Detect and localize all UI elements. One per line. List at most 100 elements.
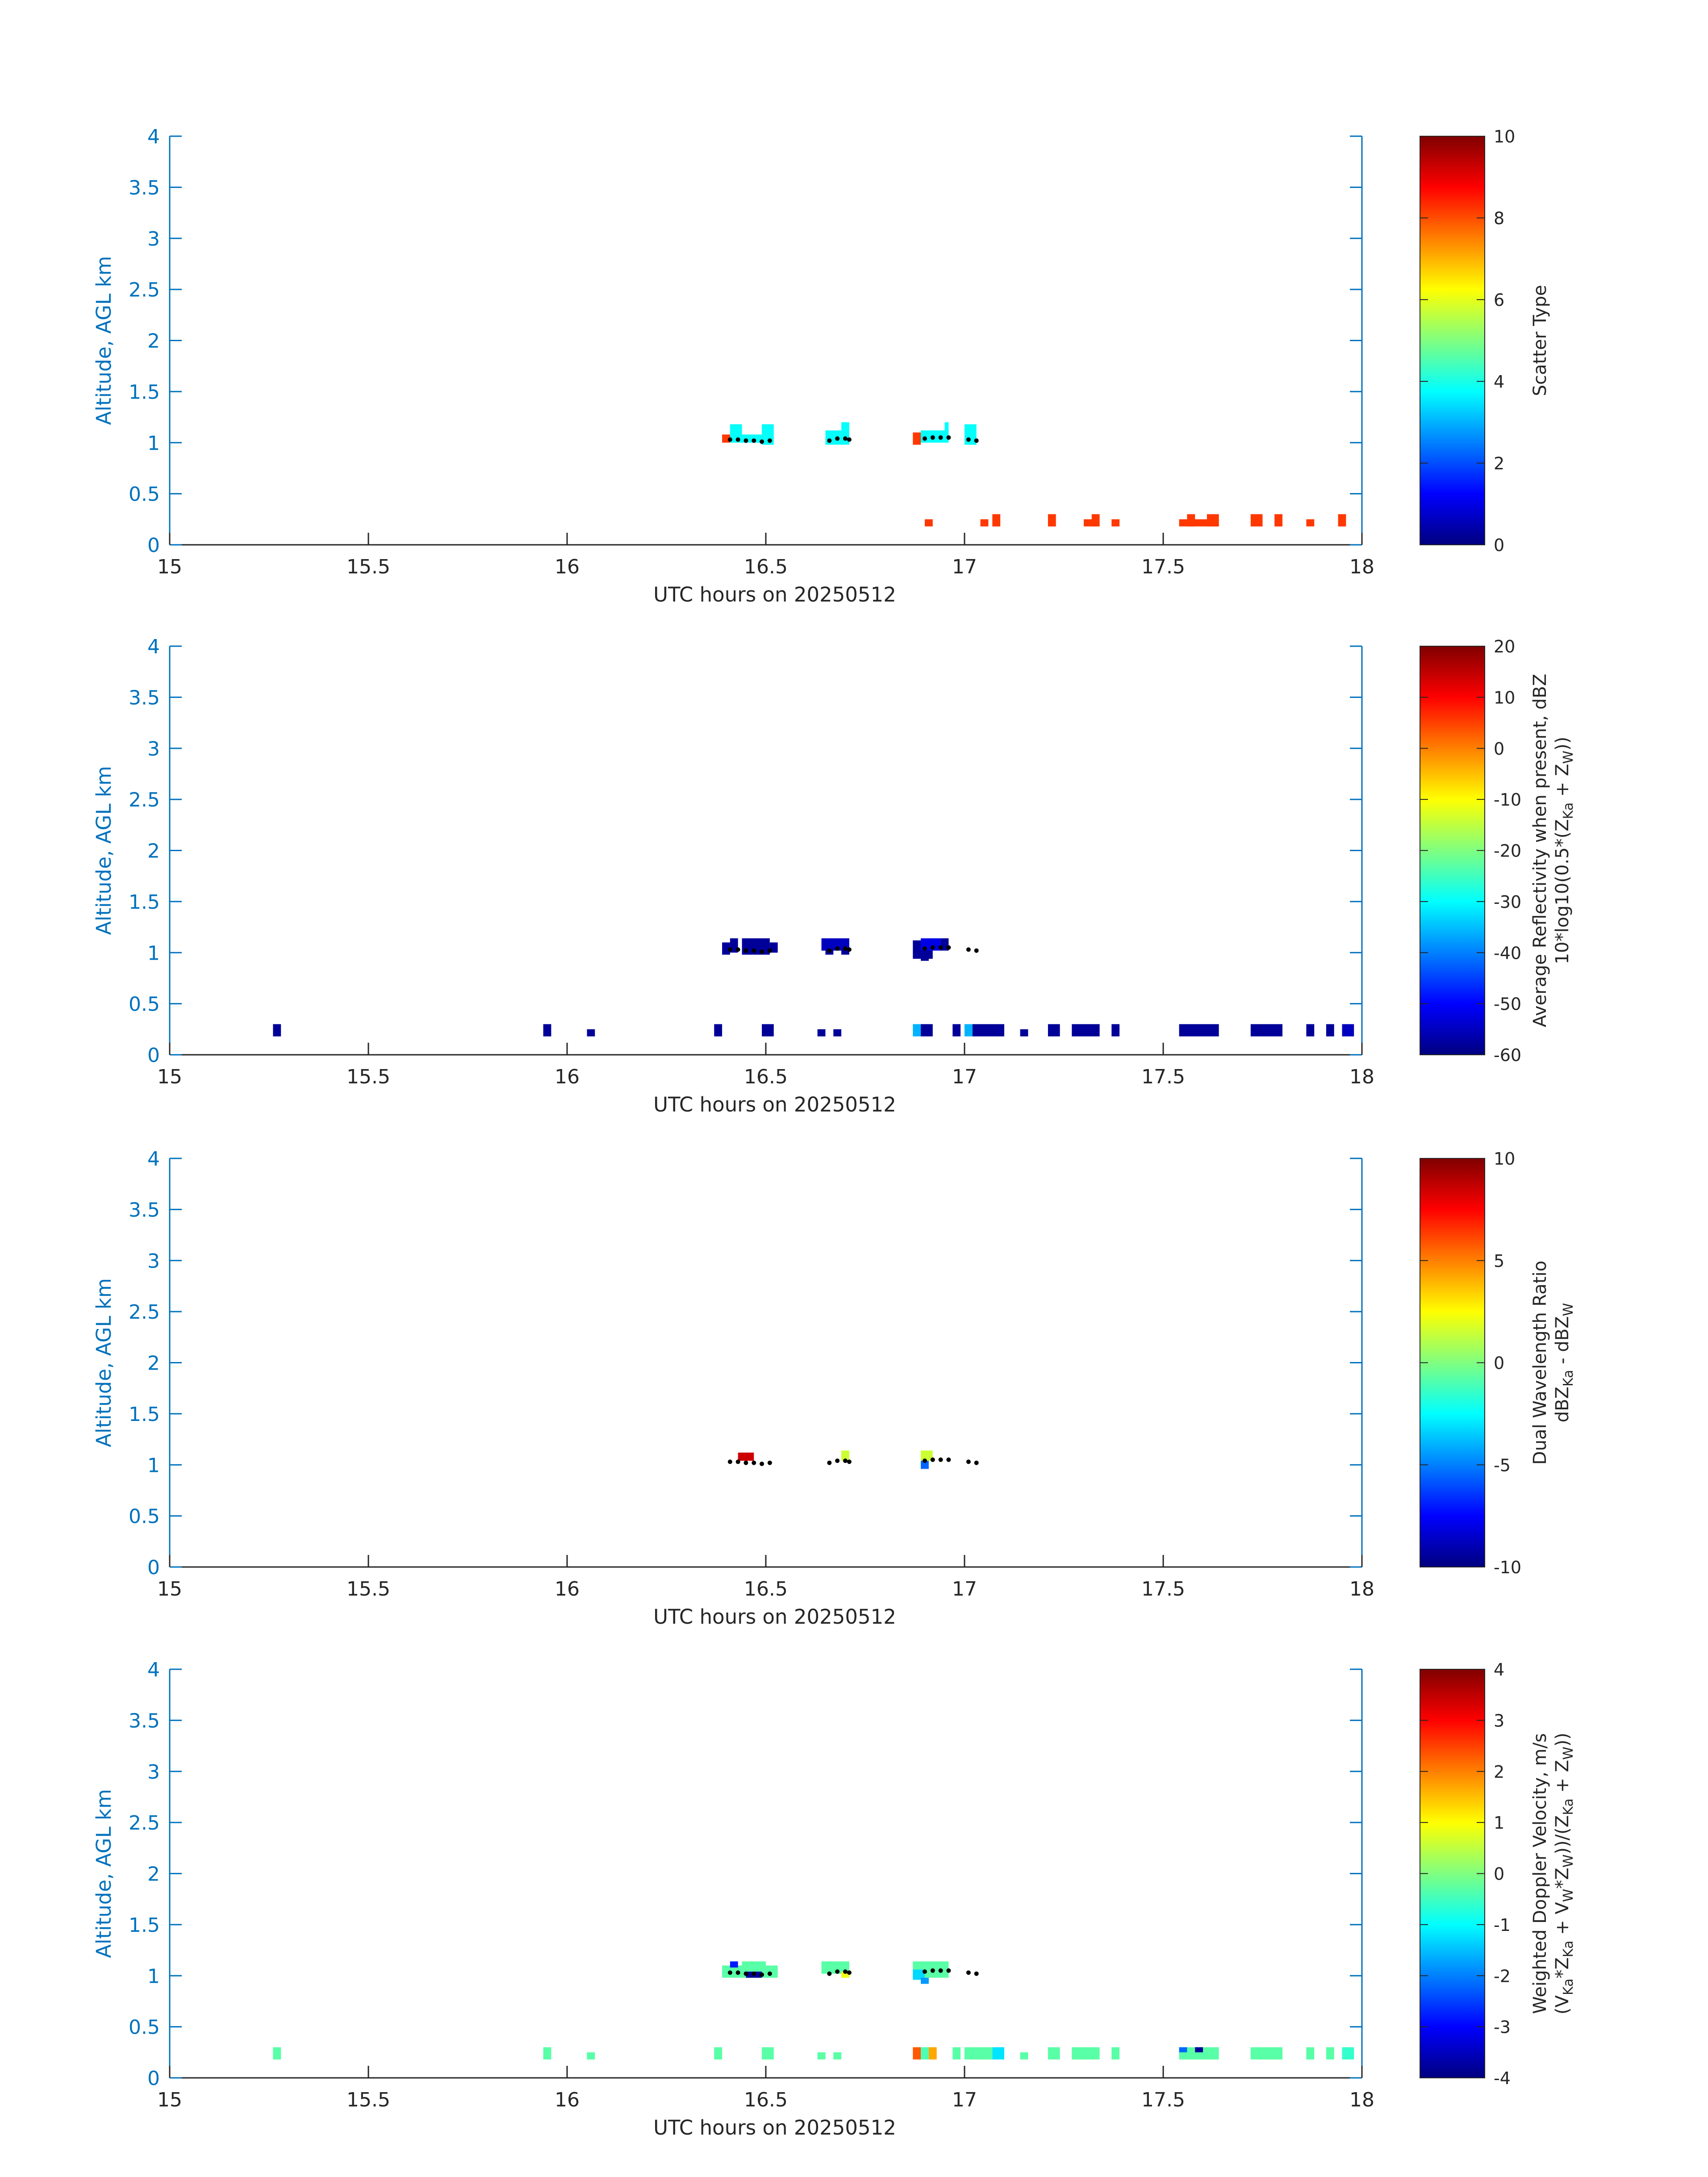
marker-point	[743, 1971, 748, 1976]
colorbar-label-formula: dBZKa - dBZW	[1552, 1303, 1576, 1423]
marker-point	[760, 1972, 764, 1977]
colorbar-tick-label: -30	[1494, 892, 1521, 912]
y-tick-label: 2.5	[129, 789, 160, 811]
x-tick-label: 17	[952, 1578, 977, 1600]
x-tick-label: 17.5	[1141, 2089, 1185, 2111]
colorbar-label-part: dBZ	[1552, 1387, 1573, 1422]
colorbar	[1420, 646, 1485, 1055]
colorbar-label-subscript: Ka	[1561, 1978, 1576, 1995]
colorbar-tick-label: -10	[1494, 790, 1521, 810]
x-tick-label: 16.5	[744, 1578, 788, 1600]
panel-1: 0 0.5 1 1.5 2 2.5 3 3.5 4 15 15.5 16 16.5 17 17.5 18 UTC…	[92, 125, 1550, 606]
y-tick-label: 2	[147, 1863, 160, 1886]
y-tick-label: 2.5	[129, 279, 160, 301]
heatmap-cell	[714, 1024, 722, 1036]
y-tick-label: 1.5	[129, 381, 160, 404]
marker-point	[760, 439, 764, 444]
marker-point	[974, 948, 979, 953]
y-tick-label: 3.5	[129, 176, 160, 199]
heatmap-cell	[273, 2047, 281, 2060]
marker-point	[923, 946, 927, 951]
heatmap-cell	[992, 2047, 1004, 2060]
y-tick-label: 0	[147, 1044, 160, 1067]
colorbar-tick-label: 10	[1494, 1149, 1515, 1169]
colorbar-tick-label: 2	[1494, 454, 1504, 473]
marker-point	[735, 1970, 740, 1975]
heatmap-cell	[817, 2052, 826, 2060]
colorbar-label: Dual Wavelength Ratio	[1530, 1261, 1550, 1465]
heatmap-cell	[543, 2047, 551, 2060]
x-tick-label: 16	[555, 556, 580, 578]
heatmap-cell	[1020, 2052, 1028, 2060]
colorbar-label-part: + V	[1552, 1902, 1573, 1941]
y-tick-label: 2.5	[129, 1812, 160, 1834]
marker-point	[727, 1970, 732, 1975]
y-tick-label: 1	[147, 942, 160, 965]
marker-point	[827, 1460, 832, 1465]
marker-point	[938, 435, 943, 440]
marker-point	[923, 436, 927, 441]
x-tick-label: 16	[555, 1578, 580, 1600]
heatmap-cell	[1072, 2047, 1100, 2060]
marker-point	[974, 1460, 979, 1465]
colorbar-label: Average Reflectivity when present, dBZ	[1530, 674, 1550, 1027]
marker-point	[827, 948, 832, 953]
heatmap-cell	[833, 2052, 842, 2060]
heatmap-cell	[1342, 1024, 1354, 1036]
marker-point	[923, 1969, 927, 1974]
x-axis-label: UTC hours on 20250512	[653, 2116, 896, 2139]
colorbar-label-part: + Z	[1552, 1760, 1573, 1798]
x-tick-label: 17	[952, 2089, 977, 2111]
colorbar-tick-label: -5	[1494, 1455, 1511, 1475]
y-tick-label: 0.5	[129, 993, 160, 1016]
colorbar-tick-label: -20	[1494, 841, 1521, 861]
y-tick-label: 3	[147, 1761, 160, 1784]
heatmap-cell	[762, 1024, 774, 1036]
y-tick-label: 4	[147, 125, 160, 148]
marker-point	[843, 946, 848, 951]
x-tick-label: 16.5	[744, 1066, 788, 1088]
heatmap-cell	[722, 942, 730, 955]
x-tick-label: 18	[1349, 556, 1374, 578]
marker-point	[767, 438, 772, 443]
heatmap-cell	[587, 1029, 595, 1036]
colorbar-tick-label: 0	[1494, 1864, 1504, 1884]
heatmap-cell	[1338, 514, 1346, 526]
marker-point	[835, 1458, 840, 1463]
x-tick-label: 15	[157, 556, 182, 578]
x-tick-label: 15.5	[347, 1066, 390, 1088]
heatmap-cell	[1048, 1024, 1060, 1036]
heatmap-cell	[992, 514, 1001, 526]
heatmap-cell	[921, 1461, 929, 1469]
marker-point	[760, 949, 764, 954]
x-tick-label: 17.5	[1141, 556, 1185, 578]
x-axis-label: UTC hours on 20250512	[653, 583, 896, 606]
marker-point	[767, 1971, 772, 1976]
colorbar-tick-label: 4	[1494, 372, 1504, 392]
heatmap-cell	[913, 2047, 921, 2060]
colorbar-label-subscript: W	[1561, 1854, 1576, 1868]
heatmap-cell	[965, 2047, 993, 2060]
heatmap-cell	[972, 1024, 1004, 1036]
y-axis-label: Altitude, AGL km	[92, 1789, 116, 1958]
y-tick-label: 2.5	[129, 1301, 160, 1324]
panel-2: 0 0.5 1 1.5 2 2.5 3 3.5 4 15 15.5 16 16.5 17 17.5 18 UTC…	[92, 635, 1576, 1116]
marker-point	[966, 947, 971, 952]
y-tick-label: 0	[147, 1556, 160, 1579]
heatmap-cell	[921, 2047, 929, 2060]
marker-point	[760, 1462, 764, 1466]
heatmap-cell	[1111, 1024, 1120, 1036]
heatmap-cell	[952, 2047, 961, 2060]
marker-point	[752, 948, 756, 953]
heatmap-cell	[1326, 1024, 1334, 1036]
x-tick-label: 16	[555, 2089, 580, 2111]
marker-point	[966, 1459, 971, 1464]
colorbar-label-subscript: Ka	[1561, 802, 1576, 819]
heatmap-cell	[913, 1969, 925, 1980]
heatmap-cell	[1195, 2047, 1203, 2052]
heatmap-cell	[1274, 514, 1282, 526]
x-tick-label: 15.5	[347, 556, 390, 578]
colorbar-label-subscript: W	[1561, 1889, 1576, 1902]
marker-point	[735, 1459, 740, 1464]
